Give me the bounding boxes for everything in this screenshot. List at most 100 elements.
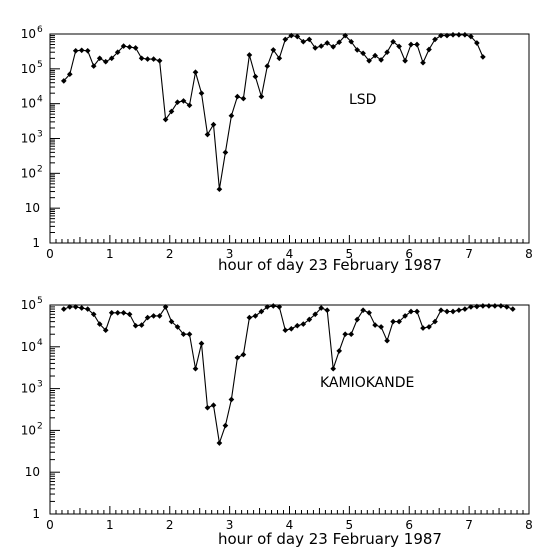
data-point bbox=[354, 316, 361, 323]
data-point bbox=[222, 149, 229, 156]
y-tick-label: 10 bbox=[21, 298, 36, 312]
x-tick-label: 5 bbox=[346, 518, 354, 532]
x-axis-title: hour of day 23 February 1987 bbox=[218, 256, 442, 274]
detector-label: LSD bbox=[349, 92, 376, 108]
data-point bbox=[180, 331, 187, 338]
data-point bbox=[108, 309, 115, 316]
data-point bbox=[402, 313, 408, 319]
data-point bbox=[408, 41, 414, 48]
data-point bbox=[282, 327, 289, 334]
data-point bbox=[186, 102, 193, 109]
data-point bbox=[246, 314, 253, 321]
y-tick-exponent: 6 bbox=[37, 25, 43, 35]
data-point bbox=[132, 322, 139, 329]
y-tick-label: 10 bbox=[25, 201, 40, 215]
data-point bbox=[342, 331, 349, 338]
data-point bbox=[84, 306, 91, 312]
series-line bbox=[63, 305, 513, 444]
y-tick-exponent: 3 bbox=[37, 380, 43, 390]
y-tick-label: 10 bbox=[21, 166, 36, 180]
data-point bbox=[324, 307, 331, 314]
y-tick-label: 10 bbox=[21, 382, 36, 396]
data-point bbox=[318, 43, 325, 49]
data-point bbox=[180, 98, 187, 104]
x-tick-label: 0 bbox=[46, 247, 54, 261]
data-point bbox=[468, 304, 474, 310]
data-point bbox=[420, 59, 426, 66]
y-tick-label: 10 bbox=[21, 97, 36, 111]
y-tick-exponent: 5 bbox=[37, 296, 43, 306]
data-point bbox=[384, 337, 390, 344]
data-point bbox=[438, 307, 444, 314]
data-point bbox=[150, 313, 157, 319]
data-point bbox=[390, 318, 396, 325]
data-point bbox=[162, 304, 169, 310]
data-point bbox=[72, 47, 79, 54]
data-point bbox=[222, 422, 229, 429]
data-point bbox=[144, 314, 151, 321]
data-point bbox=[120, 309, 127, 316]
y-tick-exponent: 4 bbox=[37, 338, 43, 348]
data-point bbox=[426, 46, 432, 53]
data-point bbox=[462, 31, 468, 38]
data-point bbox=[270, 303, 277, 309]
x-tick-label: 1 bbox=[106, 518, 114, 532]
x-tick-label: 6 bbox=[405, 247, 413, 261]
data-point bbox=[312, 311, 319, 318]
y-tick-label: 10 bbox=[21, 132, 36, 146]
data-point bbox=[186, 331, 193, 338]
data-point bbox=[360, 307, 366, 314]
x-tick-label: 3 bbox=[226, 518, 234, 532]
data-point bbox=[96, 321, 103, 327]
data-point bbox=[246, 52, 253, 58]
data-point bbox=[66, 71, 73, 78]
data-point bbox=[60, 306, 67, 312]
data-point bbox=[474, 303, 480, 310]
data-point bbox=[228, 396, 235, 403]
data-point bbox=[240, 95, 247, 102]
data-point bbox=[252, 73, 259, 80]
data-point bbox=[336, 348, 343, 354]
x-tick-label: 2 bbox=[166, 518, 174, 532]
data-point bbox=[198, 340, 205, 347]
data-point bbox=[426, 324, 432, 330]
data-point bbox=[396, 318, 402, 325]
data-point bbox=[234, 93, 241, 100]
data-point bbox=[330, 365, 337, 372]
data-point bbox=[216, 440, 223, 446]
data-point bbox=[150, 56, 157, 62]
data-point bbox=[258, 93, 265, 100]
data-point bbox=[156, 313, 163, 319]
data-point bbox=[84, 47, 91, 54]
y-tick-label: 10 bbox=[21, 27, 36, 41]
data-point bbox=[486, 303, 492, 309]
data-point bbox=[90, 311, 97, 318]
x-tick-label: 7 bbox=[465, 518, 473, 532]
data-point bbox=[402, 57, 408, 64]
data-point bbox=[324, 40, 331, 46]
data-point bbox=[480, 303, 486, 309]
data-point bbox=[102, 58, 109, 65]
plot-frame bbox=[49, 304, 530, 515]
data-point bbox=[138, 322, 145, 328]
data-point bbox=[294, 322, 301, 329]
data-point bbox=[264, 304, 271, 310]
data-point bbox=[432, 36, 438, 43]
x-tick-label: 6 bbox=[405, 518, 413, 532]
data-point bbox=[300, 321, 307, 327]
y-tick-exponent: 2 bbox=[37, 421, 43, 431]
x-tick-label: 8 bbox=[525, 518, 533, 532]
data-point bbox=[503, 304, 510, 310]
data-point bbox=[216, 186, 223, 193]
data-point bbox=[318, 305, 325, 311]
data-point bbox=[78, 47, 85, 54]
data-point bbox=[168, 108, 175, 115]
y-tick-exponent: 4 bbox=[37, 95, 43, 105]
data-point bbox=[408, 308, 414, 315]
data-point bbox=[192, 69, 199, 76]
x-tick-label: 1 bbox=[106, 247, 114, 261]
data-point bbox=[210, 402, 217, 409]
